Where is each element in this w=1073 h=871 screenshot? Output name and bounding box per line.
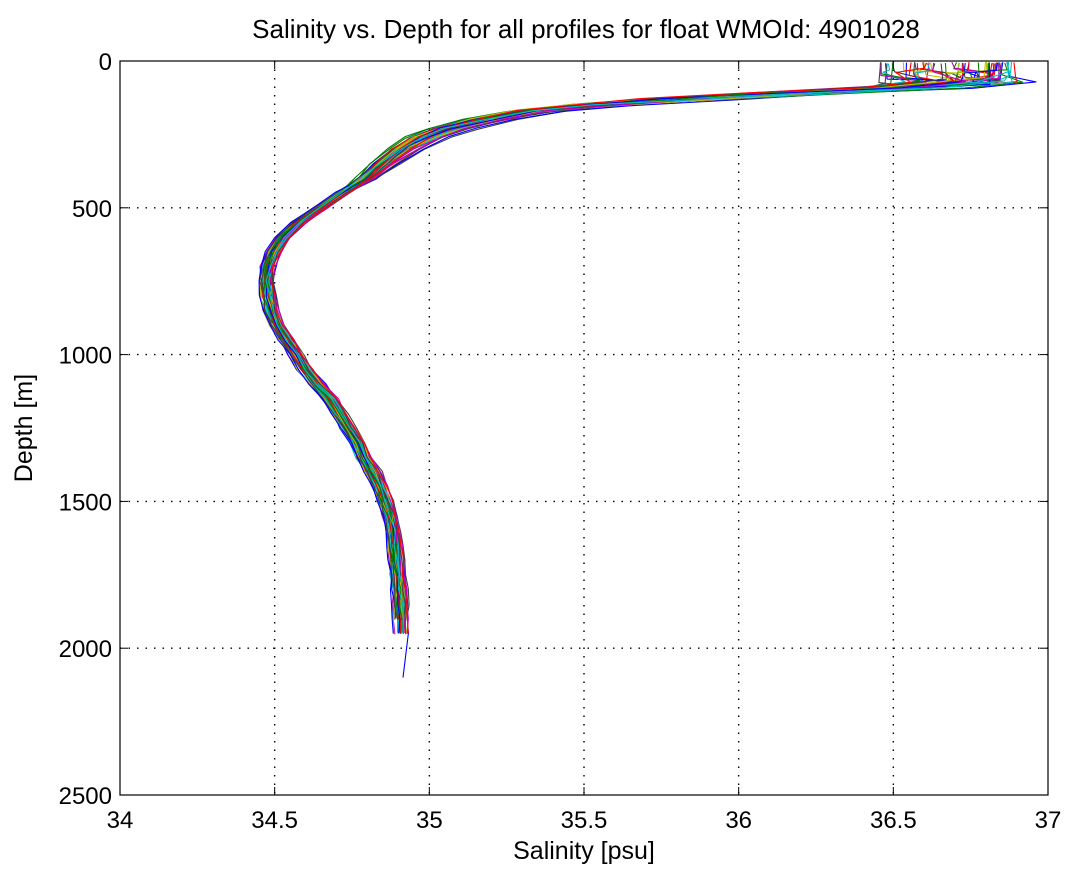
ticks-layer: 34 34.5 35 35.5 36 36.5 37 0 500 1000 1500 2000 2500 [59, 49, 1062, 834]
y-tick-label: 1000 [59, 343, 112, 370]
x-axis-title: Salinity [psu] [513, 837, 655, 865]
profile-line [264, 62, 921, 633]
y-axis-title: Depth [m] [10, 374, 38, 482]
x-tick-label: 34 [107, 807, 134, 834]
y-tick-label: 0 [99, 49, 112, 76]
x-tick-label: 34.5 [251, 807, 298, 834]
grid-layer [120, 61, 1048, 795]
x-tick-label: 36 [725, 807, 752, 834]
x-tick-label: 35 [416, 807, 443, 834]
chart-title: Salinity vs. Depth for all profiles for … [252, 14, 920, 44]
y-tick-label: 1500 [59, 489, 112, 516]
profile-line [265, 61, 1013, 634]
x-tick-label: 37 [1035, 807, 1062, 834]
y-tick-label: 2000 [59, 636, 112, 663]
profile-line [258, 62, 955, 634]
profile-line [271, 63, 944, 620]
x-tick-label: 35.5 [561, 807, 608, 834]
profile-line [270, 62, 925, 634]
y-tick-label: 500 [72, 196, 112, 223]
y-tick-label: 2500 [59, 783, 112, 810]
x-tick-label: 36.5 [870, 807, 917, 834]
profiles-layer [258, 61, 1037, 678]
